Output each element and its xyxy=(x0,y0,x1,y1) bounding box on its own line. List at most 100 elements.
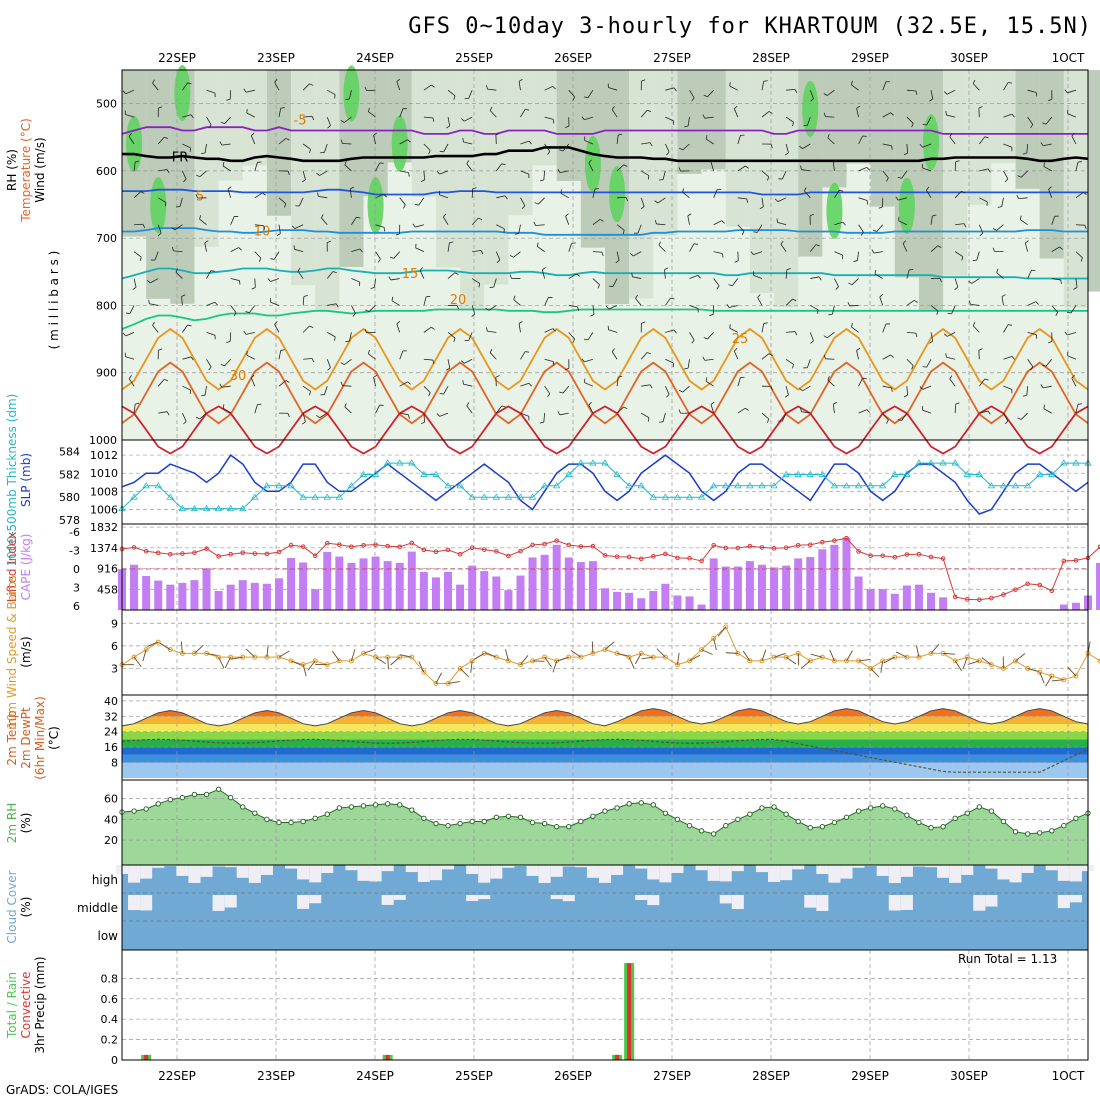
wind-barb-flag xyxy=(767,418,770,423)
wind-barb xyxy=(781,170,787,180)
wind-barb xyxy=(753,251,763,255)
wind-barb xyxy=(592,188,596,198)
wind-barb-flag xyxy=(786,268,791,270)
wind-barb-10m xyxy=(773,653,786,658)
wind-barb xyxy=(375,251,381,260)
thickness-marker xyxy=(903,470,911,477)
bottom-date-label: 23SEP xyxy=(257,1069,295,1083)
wind-barb xyxy=(832,305,835,315)
rh-marker xyxy=(566,823,572,830)
bottom-date-label: 29SEP xyxy=(851,1069,889,1083)
cloud-mid-gap xyxy=(140,895,153,911)
wind-barb xyxy=(439,194,449,199)
wind-barb-10m xyxy=(641,656,654,660)
wind-barb-flag xyxy=(1077,403,1082,405)
wind-barb-flag xyxy=(513,295,516,300)
cloud-high-gap xyxy=(466,865,479,875)
wind-barb xyxy=(423,413,426,423)
wind-barb-flag xyxy=(770,144,773,149)
rh-shade xyxy=(870,70,895,207)
wind-barb-flag xyxy=(183,420,187,425)
wind-barb-flag xyxy=(297,267,301,272)
wind-barb xyxy=(930,245,939,252)
cape-bar xyxy=(407,551,416,610)
wind-barb xyxy=(496,224,505,230)
wind-barb xyxy=(1075,192,1084,199)
thickness-marker xyxy=(516,493,525,500)
cloud-high-gap xyxy=(876,865,889,876)
wind-barb xyxy=(181,296,183,306)
wind-barb-flag xyxy=(449,241,454,244)
wind-barb-flag xyxy=(321,214,324,219)
thickness-marker xyxy=(456,482,464,489)
wind-barb-flag xyxy=(1043,404,1045,409)
wind-speed-marker xyxy=(228,654,234,660)
wind-barb-flag xyxy=(226,98,231,101)
wind-barb xyxy=(418,197,425,206)
wind-barb xyxy=(344,406,352,414)
wind-barb-10m xyxy=(387,657,389,670)
wind-barb xyxy=(568,273,577,279)
wind-barb-flag xyxy=(605,305,610,310)
wind-barb-flag xyxy=(804,187,807,192)
cape-bar xyxy=(914,584,923,610)
thickness-marker xyxy=(806,470,814,477)
top-date-label: 26SEP xyxy=(554,51,592,65)
temp-band xyxy=(122,739,1088,748)
cloud-high-gap xyxy=(128,865,141,883)
isotherm-line xyxy=(121,126,1088,135)
thickness-marker xyxy=(504,493,513,500)
wind-barb-flag xyxy=(937,245,942,248)
cape-bar xyxy=(371,556,380,610)
wind-barb xyxy=(182,143,191,149)
wind-barb-flag xyxy=(997,206,1002,208)
wind-barb-flag xyxy=(992,247,995,252)
wind-barb-flag xyxy=(827,376,830,381)
wind-barb-flag xyxy=(1001,294,1006,297)
dewpoint-line xyxy=(121,738,1089,773)
rh-ylabel-0: 2m RH xyxy=(5,803,19,844)
temp-band xyxy=(122,724,1088,732)
wind-barb-flag xyxy=(436,413,440,417)
wind-barb xyxy=(471,305,476,315)
wind-barb xyxy=(351,216,357,225)
lifted-index-marker xyxy=(723,545,729,551)
wind-barb-flag xyxy=(673,87,677,92)
wind-barb-10m xyxy=(591,641,594,654)
wind-barb-flag xyxy=(412,223,416,228)
cloud-mid-gap xyxy=(719,895,732,904)
thickness-tick: 580 xyxy=(59,491,80,504)
wind-speed-marker xyxy=(1097,658,1100,664)
wind-barb xyxy=(882,112,891,118)
wind-barb xyxy=(662,170,666,180)
wind-barb xyxy=(1003,355,1013,360)
wind-barb xyxy=(294,248,304,253)
wind-barb xyxy=(199,218,207,226)
wind-barb xyxy=(468,90,473,99)
wind-barb xyxy=(254,404,258,414)
wind-barb-flag xyxy=(199,215,202,220)
isotherm-label: 10 xyxy=(254,224,271,239)
wind-barb xyxy=(930,332,934,342)
wind-barb-flag xyxy=(581,358,585,363)
wind-speed-marker xyxy=(517,662,523,668)
wind-barb xyxy=(687,359,690,369)
cape-bar xyxy=(359,558,368,610)
wind-barb-10m xyxy=(829,649,835,662)
thickness-marker xyxy=(589,459,597,466)
wind-barb xyxy=(302,412,306,422)
wind-speed-marker xyxy=(952,658,958,664)
wind-barb-flag xyxy=(827,133,830,139)
wind-barb-10m xyxy=(846,650,853,662)
rh-moist-cell xyxy=(802,80,819,137)
lifted-index-marker xyxy=(783,545,789,551)
rh-shade xyxy=(435,70,461,268)
wind-barb-flag xyxy=(135,402,140,405)
wind-barb-flag xyxy=(432,359,435,365)
wind-barb-10m xyxy=(390,656,401,666)
wind-barb xyxy=(493,278,497,288)
slp-ylabel-1: SLP (mb) xyxy=(19,453,33,507)
wind-barb-flag xyxy=(370,287,375,289)
wind-barb xyxy=(729,85,739,91)
wind-barb-10m xyxy=(459,668,470,678)
